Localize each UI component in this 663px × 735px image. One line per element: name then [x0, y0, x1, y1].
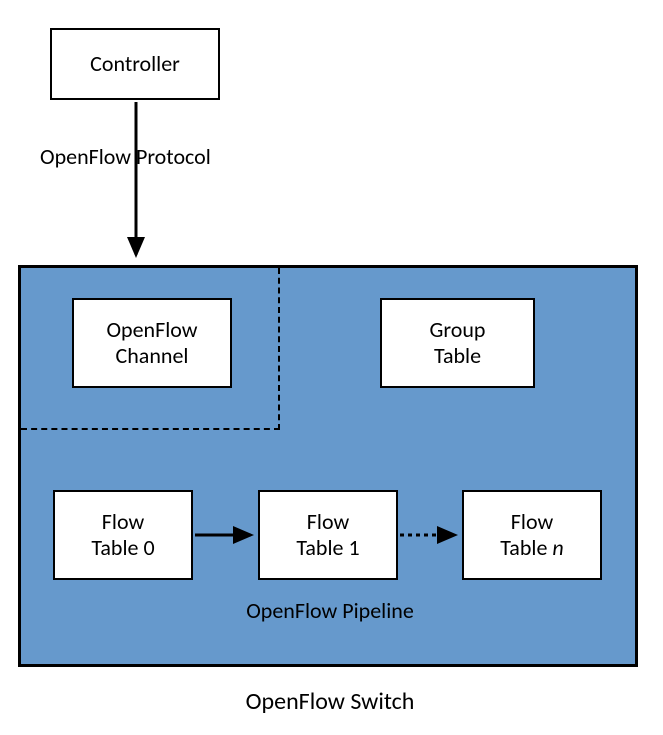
flow-table-1-node: Flow Table 1	[258, 490, 398, 580]
flow-table-0-node: Flow Table 0	[53, 490, 193, 580]
controller-label: Controller	[90, 51, 180, 77]
pipeline-label: OpenFlow Pipeline	[215, 597, 445, 624]
protocol-label: OpenFlow Protocol	[40, 143, 260, 170]
switch-caption: OpenFlow Switch	[200, 687, 460, 716]
channel-label: OpenFlow Channel	[106, 317, 197, 370]
flow-table-0-label: Flow Table 0	[91, 509, 154, 562]
flow-table-n-label: Flow Table n	[500, 509, 563, 562]
controller-node: Controller	[50, 28, 220, 100]
flow-table-1-label: Flow Table 1	[296, 509, 359, 562]
channel-node: OpenFlow Channel	[72, 298, 232, 388]
group-table-node: Group Table	[380, 298, 535, 388]
flow-table-n-node: Flow Table n	[462, 490, 602, 580]
group-table-label: Group Table	[430, 317, 486, 370]
